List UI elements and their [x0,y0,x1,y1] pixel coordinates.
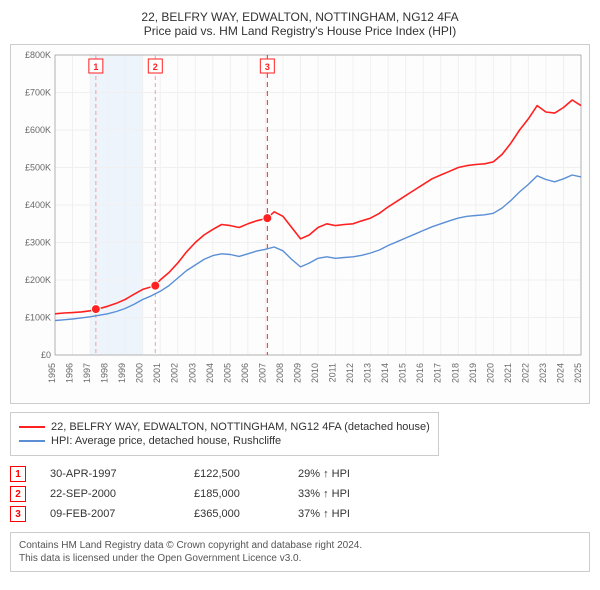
svg-text:1997: 1997 [82,363,92,383]
svg-text:2017: 2017 [433,363,443,383]
svg-text:1996: 1996 [65,363,75,383]
legend-label: HPI: Average price, detached house, Rush… [51,435,281,447]
event-badge: 3 [10,506,26,522]
event-hpi: 37% ↑ HPI [298,508,398,520]
svg-text:2018: 2018 [450,363,460,383]
svg-text:£400K: £400K [25,200,51,210]
svg-text:3: 3 [265,62,270,72]
svg-text:1995: 1995 [47,363,57,383]
svg-text:£500K: £500K [25,163,51,173]
svg-text:2011: 2011 [328,363,338,382]
event-row: 3 09-FEB-2007 £365,000 37% ↑ HPI [10,506,590,522]
chart-svg: £0 £100K £200K £300K £400K £500K £600K £700K £80… [11,45,589,403]
event-date: 22-SEP-2000 [50,488,170,500]
svg-text:£600K: £600K [25,125,51,135]
svg-text:2005: 2005 [222,363,232,383]
footer-line2: This data is licensed under the Open Gov… [19,552,581,565]
event-price: £365,000 [194,508,274,520]
svg-text:£800K: £800K [25,50,51,60]
legend-row: HPI: Average price, detached house, Rush… [19,435,430,447]
svg-text:2013: 2013 [363,363,373,383]
event-price: £122,500 [194,468,274,480]
svg-text:2023: 2023 [538,363,548,383]
attribution-footer: Contains HM Land Registry data © Crown c… [10,532,590,572]
legend: 22, BELFRY WAY, EDWALTON, NOTTINGHAM, NG… [10,412,439,456]
event-hpi: 33% ↑ HPI [298,488,398,500]
events-table: 1 30-APR-1997 £122,500 29% ↑ HPI 2 22-SEP-200… [10,466,590,522]
legend-row: 22, BELFRY WAY, EDWALTON, NOTTINGHAM, NG… [19,421,430,433]
legend-swatch [19,426,45,428]
svg-text:2016: 2016 [415,363,425,383]
svg-text:2003: 2003 [187,363,197,383]
svg-text:2012: 2012 [345,363,355,383]
event-date: 30-APR-1997 [50,468,170,480]
svg-text:2008: 2008 [275,363,285,383]
price-chart: £0 £100K £200K £300K £400K £500K £600K £700K £80… [10,44,590,404]
event-row: 1 30-APR-1997 £122,500 29% ↑ HPI [10,466,590,482]
svg-text:£0: £0 [41,350,51,360]
svg-text:1999: 1999 [117,363,127,383]
svg-text:2020: 2020 [485,363,495,383]
svg-text:2015: 2015 [398,363,408,383]
svg-text:2001: 2001 [152,363,162,383]
event-hpi: 29% ↑ HPI [298,468,398,480]
legend-swatch [19,440,45,442]
svg-text:2002: 2002 [170,363,180,383]
title-address: 22, BELFRY WAY, EDWALTON, NOTTINGHAM, NG… [10,10,590,24]
svg-text:£200K: £200K [25,275,51,285]
svg-text:1998: 1998 [100,363,110,383]
svg-text:2007: 2007 [257,363,267,383]
svg-text:2014: 2014 [380,363,390,383]
svg-text:£700K: £700K [25,88,51,98]
svg-text:2009: 2009 [292,363,302,383]
svg-text:2000: 2000 [135,363,145,383]
svg-text:£100K: £100K [25,313,51,323]
svg-text:2022: 2022 [520,363,530,383]
svg-text:2006: 2006 [240,363,250,383]
svg-text:2024: 2024 [555,363,565,383]
event-row: 2 22-SEP-2000 £185,000 33% ↑ HPI [10,486,590,502]
svg-text:2019: 2019 [468,363,478,383]
svg-text:2021: 2021 [503,363,513,383]
footer-line1: Contains HM Land Registry data © Crown c… [19,539,581,552]
title-subtitle: Price paid vs. HM Land Registry's House … [10,24,590,38]
svg-text:£300K: £300K [25,238,51,248]
svg-text:2010: 2010 [310,363,320,383]
event-date: 09-FEB-2007 [50,508,170,520]
svg-text:2004: 2004 [205,363,215,383]
svg-text:2: 2 [153,62,158,72]
svg-text:2025: 2025 [573,363,583,383]
svg-text:1: 1 [93,62,98,72]
event-badge: 2 [10,486,26,502]
event-price: £185,000 [194,488,274,500]
event-badge: 1 [10,466,26,482]
legend-label: 22, BELFRY WAY, EDWALTON, NOTTINGHAM, NG… [51,421,430,433]
